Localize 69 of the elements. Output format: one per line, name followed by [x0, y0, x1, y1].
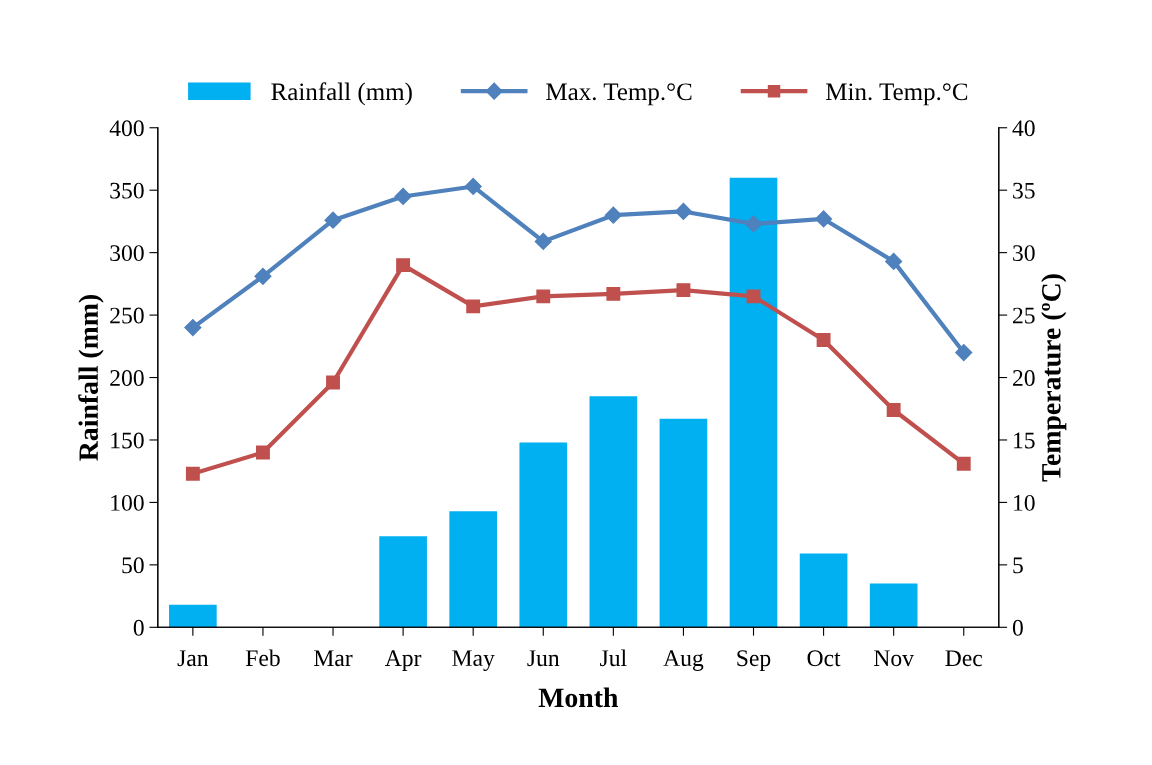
x-tick-label: May: [452, 650, 495, 671]
x-tick-label: Jul: [600, 649, 627, 667]
point: [536, 289, 551, 304]
legend-label: Max. Temp.°C: [546, 83, 692, 106]
y2-tick-label: 35: [1013, 182, 1035, 199]
x-tick-label: Feb: [245, 649, 280, 667]
y2-axis-title: Temperature (ºC): [1041, 274, 1067, 482]
y2-tick-label: 5: [1013, 557, 1023, 574]
point: [816, 333, 831, 348]
y2-tick-label: 25: [1013, 307, 1035, 324]
point: [886, 403, 901, 417]
bar: [379, 536, 427, 628]
point: [464, 177, 482, 196]
bar: [449, 511, 498, 628]
bar: [519, 442, 568, 628]
point: [466, 299, 481, 314]
x-tick-label: Oct: [807, 650, 841, 667]
bar: [659, 418, 708, 628]
x-tick-label: Apr: [384, 650, 422, 671]
legend-label: Min. Temp.°C: [826, 83, 968, 106]
y2-tick-label: 10: [1014, 494, 1035, 511]
x-tick-label: Mar: [314, 650, 353, 667]
x-tick-label: Jan: [177, 650, 209, 667]
point: [184, 319, 202, 337]
bar: [799, 553, 848, 628]
point: [254, 267, 272, 285]
point: [185, 466, 200, 481]
bar: [729, 177, 778, 628]
y-tick-label: 150: [111, 432, 144, 449]
y-tick-label: 50: [122, 557, 144, 574]
y-tick-label: 200: [110, 370, 144, 386]
legend-label: Rainfall (mm): [271, 82, 412, 106]
y2-tick-label: 30: [1013, 245, 1035, 262]
y-axis-title: Rainfall (mm): [78, 295, 104, 461]
point: [326, 375, 340, 390]
point: [255, 445, 270, 460]
y2-tick-label: 15: [1014, 432, 1035, 449]
y-tick-label: 100: [111, 494, 144, 511]
point: [955, 343, 973, 362]
y-tick-label: 0: [133, 619, 144, 636]
point: [674, 202, 692, 220]
y2-tick-label: 20: [1013, 370, 1035, 386]
point: [746, 289, 761, 304]
point: [744, 215, 763, 233]
bar: [589, 396, 638, 628]
point: [676, 283, 691, 298]
point: [606, 286, 621, 301]
bar: [869, 583, 918, 628]
y2-tick-label: 40: [1012, 120, 1035, 137]
y-tick-label: 300: [110, 245, 144, 262]
y-tick-label: 400: [109, 120, 144, 137]
y-tick-label: 350: [110, 182, 144, 199]
point: [534, 232, 552, 250]
x-tick-label: Aug: [663, 650, 704, 671]
x-tick-label: Nov: [874, 650, 914, 667]
x-axis-title: Month: [538, 687, 619, 708]
point: [324, 211, 342, 229]
x-tick-label: Jun: [527, 650, 560, 667]
y-tick-label: 250: [110, 307, 144, 324]
y2-tick-label: 0: [1012, 619, 1023, 636]
point: [885, 252, 903, 270]
x-tick-label: Sep: [737, 650, 771, 671]
bar: [169, 604, 217, 628]
point: [956, 456, 971, 471]
x-tick-label: Dec: [945, 650, 983, 667]
point: [604, 206, 622, 224]
point: [815, 210, 833, 228]
point: [396, 258, 411, 273]
point: [394, 187, 412, 205]
